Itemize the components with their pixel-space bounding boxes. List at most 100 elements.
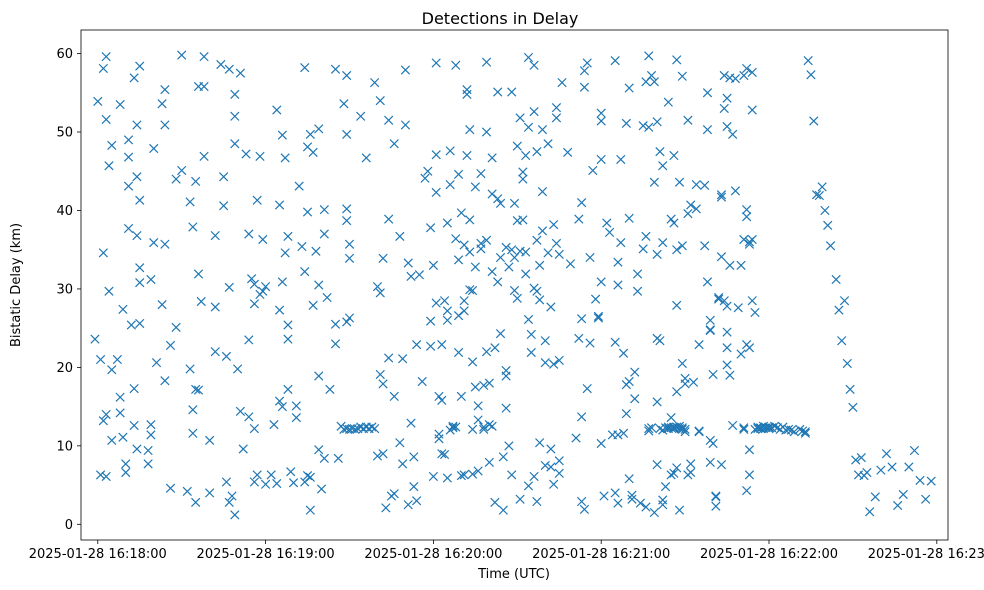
data-point <box>789 427 799 437</box>
data-point <box>300 63 310 73</box>
data-point <box>465 285 475 295</box>
data-point <box>188 428 198 438</box>
data-point <box>448 421 458 431</box>
data-point <box>811 190 822 200</box>
data-point <box>199 151 209 161</box>
data-point <box>714 292 724 303</box>
data-point <box>146 420 156 430</box>
data-point <box>459 306 469 316</box>
data-point <box>764 423 774 434</box>
data-point <box>437 449 447 459</box>
data-point <box>244 412 254 422</box>
data-point <box>481 57 492 67</box>
data-point <box>551 238 562 249</box>
data-point <box>722 327 732 337</box>
data-point <box>277 130 287 140</box>
data-point <box>182 486 192 496</box>
x-axis-title: Time (UTC) <box>477 567 550 582</box>
data-point <box>730 74 741 84</box>
data-point <box>644 122 654 132</box>
data-point <box>644 423 654 434</box>
data-point <box>453 347 464 358</box>
data-point <box>515 113 525 123</box>
data-point <box>744 445 755 455</box>
data-point <box>129 420 139 431</box>
data-point <box>576 197 587 208</box>
data-point <box>160 85 170 95</box>
data-point <box>420 173 430 183</box>
data-point <box>143 445 153 456</box>
data-point <box>658 238 668 248</box>
data-point <box>280 153 290 163</box>
y-tick-label: 0 <box>65 518 73 533</box>
data-point <box>378 379 388 389</box>
data-point <box>509 285 520 296</box>
data-point <box>210 230 220 241</box>
data-point <box>129 73 139 83</box>
data-point <box>115 392 125 402</box>
data-point <box>216 59 226 70</box>
data-point <box>219 201 229 211</box>
data-point <box>663 97 673 107</box>
data-point <box>403 500 413 510</box>
data-point <box>842 358 852 369</box>
data-point <box>389 391 399 402</box>
data-point <box>680 424 690 434</box>
data-point <box>806 70 816 80</box>
data-point <box>610 337 620 347</box>
data-point <box>135 263 145 273</box>
data-point <box>398 459 408 469</box>
data-point <box>649 507 659 518</box>
data-point <box>230 510 240 520</box>
data-point <box>803 55 813 66</box>
data-point <box>834 305 844 315</box>
data-point <box>101 471 111 482</box>
data-point <box>456 391 466 402</box>
data-point <box>523 122 534 132</box>
data-point <box>467 469 478 479</box>
data-point <box>627 490 637 500</box>
data-point <box>439 296 450 306</box>
data-point <box>291 401 301 411</box>
data-point <box>672 463 682 473</box>
data-point <box>529 106 539 117</box>
data-point <box>232 364 243 374</box>
data-point <box>635 498 645 508</box>
data-point <box>95 470 106 480</box>
data-point <box>809 116 819 126</box>
data-point <box>674 505 685 515</box>
data-point <box>590 294 601 304</box>
data-point <box>199 52 209 62</box>
data-point <box>694 340 704 350</box>
data-point <box>526 329 536 340</box>
data-point <box>700 180 710 190</box>
data-point <box>344 313 355 323</box>
data-point <box>490 343 500 353</box>
data-point <box>543 248 553 258</box>
data-point <box>470 182 480 192</box>
data-point <box>705 315 715 325</box>
data-point <box>235 68 246 78</box>
data-point <box>546 444 556 454</box>
data-point <box>437 395 447 405</box>
data-point <box>537 226 548 236</box>
data-point <box>618 348 629 358</box>
data-point <box>107 435 117 445</box>
data-point <box>666 470 676 480</box>
data-point <box>185 364 195 374</box>
data-point <box>322 292 332 303</box>
data-point <box>193 81 204 92</box>
data-point <box>535 295 545 305</box>
data-point <box>481 235 492 245</box>
data-point <box>621 409 631 419</box>
data-point <box>121 459 131 469</box>
data-point <box>554 249 564 260</box>
data-point <box>523 52 534 63</box>
data-point <box>507 470 517 480</box>
data-point <box>686 467 696 478</box>
data-point <box>576 314 587 324</box>
data-point <box>342 70 352 81</box>
data-point <box>431 58 441 68</box>
data-point <box>434 391 444 402</box>
data-point <box>613 498 623 508</box>
